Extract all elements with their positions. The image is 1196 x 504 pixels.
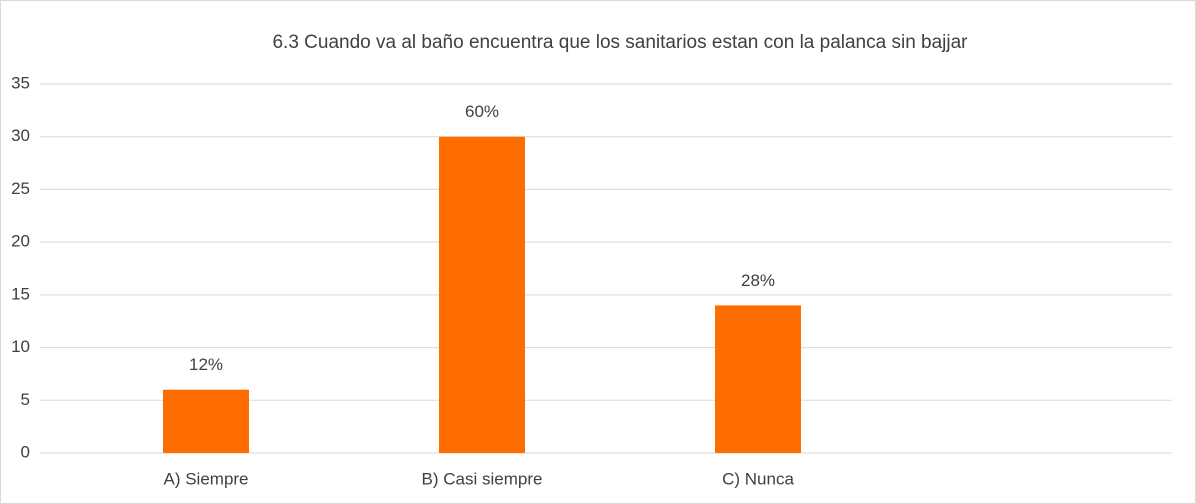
y-tick-label: 25	[11, 179, 30, 198]
y-tick-label: 0	[21, 442, 30, 461]
x-tick-label: C) Nunca	[722, 469, 794, 488]
bar	[715, 305, 801, 453]
y-tick-label: 10	[11, 337, 30, 356]
bar	[163, 389, 249, 453]
x-tick-label: B) Casi siempre	[422, 469, 543, 488]
data-label: 28%	[741, 271, 775, 290]
data-label: 60%	[465, 102, 499, 121]
y-tick-label: 30	[11, 126, 30, 145]
y-tick-label: 20	[11, 232, 30, 251]
y-tick-label: 35	[11, 73, 30, 92]
chart-title: 6.3 Cuando va al baño encuentra que los …	[272, 32, 968, 53]
data-label: 12%	[189, 355, 223, 374]
bar	[439, 136, 525, 453]
y-tick-label: 15	[11, 284, 30, 303]
x-tick-label: A) Siempre	[163, 469, 248, 488]
y-tick-label: 5	[21, 390, 30, 409]
